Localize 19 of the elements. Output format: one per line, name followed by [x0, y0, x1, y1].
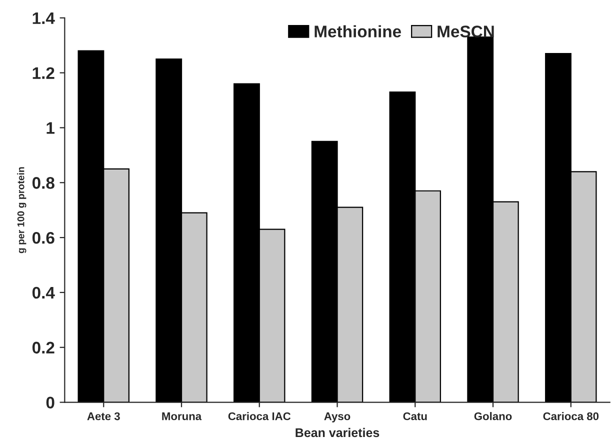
x-tick-label: Ayso	[324, 412, 350, 422]
y-tick-label: 1.2	[32, 67, 54, 79]
x-tick-label: Carioca IAC	[228, 412, 291, 420]
legend-label: MeSCN	[438, 26, 494, 38]
y-tick-label: 0.2	[32, 342, 54, 354]
x-axis-title: Bean varieties	[296, 428, 380, 438]
x-tick-label: Catu	[403, 412, 427, 420]
x-tick-label: Aete 3	[87, 412, 120, 420]
y-tick-label: 0.6	[32, 232, 54, 244]
y-tick-label: 0.4	[32, 286, 55, 299]
x-tick-label: Moruna	[162, 412, 202, 420]
y-tick-label: 1.4	[32, 12, 55, 24]
y-axis-title: g per 100 g protein	[17, 167, 26, 254]
x-tick-label: Golano	[474, 412, 512, 420]
x-tick-label: Carioca 80	[543, 412, 599, 420]
legend-label: Methionine	[314, 25, 402, 38]
y-tick-label: 0.8	[32, 177, 54, 189]
y-tick-label: 1	[46, 122, 54, 134]
y-tick-label: 0	[46, 396, 54, 409]
